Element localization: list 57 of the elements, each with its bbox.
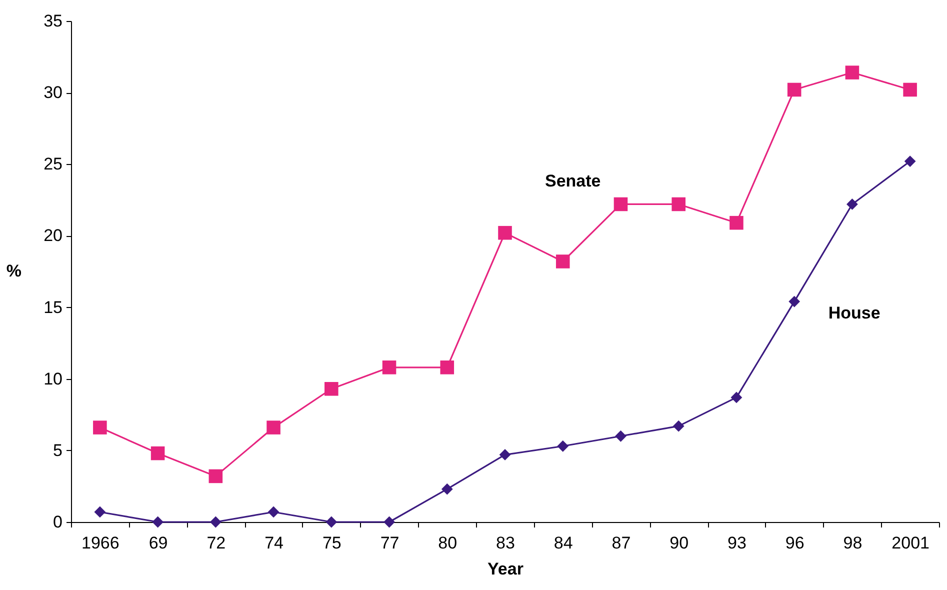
- point: [326, 516, 338, 528]
- point: [787, 82, 802, 97]
- point: [672, 420, 684, 432]
- x-tick-label: 90: [670, 534, 689, 552]
- point: [845, 66, 860, 80]
- x-tick-label: 2001: [892, 534, 930, 552]
- series-label: Senate: [544, 171, 601, 190]
- y-tick-label: 35: [44, 12, 62, 30]
- point: [210, 516, 222, 528]
- y-tick-label: 15: [44, 298, 62, 317]
- x-tick-label: 96: [785, 534, 804, 552]
- x-tick-label: 69: [148, 534, 168, 552]
- point: [150, 446, 165, 460]
- x-tick-label: 87: [612, 534, 631, 552]
- y-tick-label: 0: [53, 512, 62, 532]
- point: [440, 360, 454, 374]
- point: [268, 506, 280, 518]
- x-tick-label: 72: [206, 534, 226, 552]
- point: [614, 197, 628, 212]
- point: [152, 516, 164, 528]
- point: [730, 216, 744, 230]
- x-tick-label: 83: [496, 534, 515, 552]
- point: [384, 516, 395, 528]
- x-tick-label: 77: [380, 534, 400, 552]
- point: [93, 420, 107, 434]
- x-tick-label: 1966: [82, 534, 120, 552]
- point: [208, 469, 223, 484]
- point: [557, 440, 569, 452]
- y-axis-title: %: [6, 262, 22, 280]
- point: [730, 392, 742, 404]
- y-tick-label: 30: [44, 83, 62, 102]
- x-tick-label: 75: [322, 534, 342, 552]
- point: [904, 156, 916, 167]
- y-tick-label: 20: [44, 226, 62, 246]
- series-label: House: [828, 304, 880, 323]
- point: [499, 449, 511, 460]
- point: [556, 254, 570, 268]
- y-tick-label: 10: [44, 369, 62, 388]
- point: [382, 360, 396, 374]
- x-tick-label: 93: [728, 534, 746, 552]
- point: [324, 382, 338, 396]
- x-tick-label: 98: [843, 534, 862, 552]
- x-axis-title: Year: [488, 560, 524, 578]
- y-tick-label: 5: [53, 440, 62, 460]
- point: [94, 506, 106, 518]
- point: [266, 420, 280, 434]
- x-tick-label: 84: [554, 534, 573, 552]
- y-tick-label: 25: [44, 154, 62, 174]
- point: [615, 430, 626, 442]
- point: [498, 226, 512, 240]
- point: [903, 82, 917, 97]
- point: [788, 296, 800, 308]
- x-tick-label: 80: [438, 534, 458, 552]
- point: [672, 197, 686, 212]
- point: [441, 483, 453, 495]
- x-tick-label: 74: [264, 534, 284, 552]
- point: [846, 198, 858, 210]
